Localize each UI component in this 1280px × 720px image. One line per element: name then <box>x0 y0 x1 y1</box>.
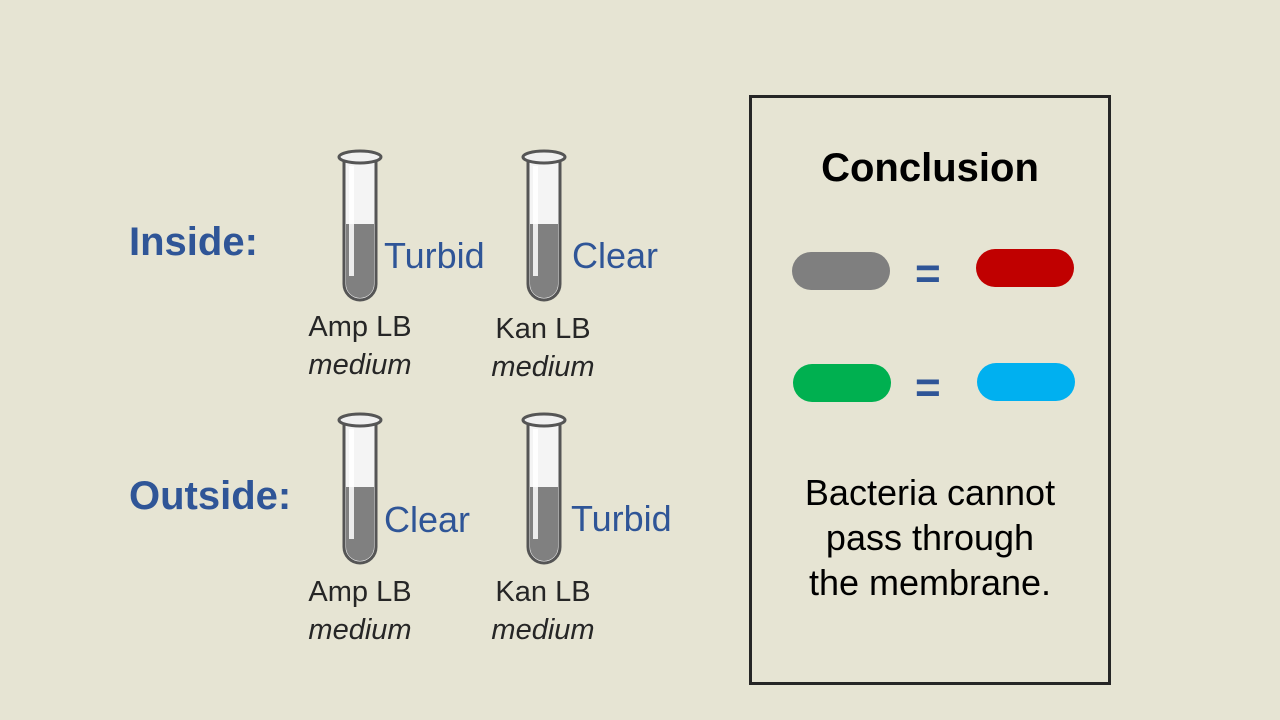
inside-label: Inside: <box>129 220 258 264</box>
test-tube-inside-kan <box>519 148 569 302</box>
result-inside-amp: Turbid <box>384 235 485 276</box>
equals-sign: = <box>915 363 941 412</box>
green-bacteria-pill <box>793 364 891 402</box>
equals-sign: = <box>915 249 941 298</box>
conclusion-statement: Bacteria cannot pass through the membran… <box>804 472 1056 603</box>
medium-label-inside-kan: Kan LB medium <box>491 313 595 383</box>
medium-label-outside-amp: Amp LB medium <box>308 576 412 646</box>
medium-label-inside-amp: Amp LB medium <box>308 311 412 381</box>
grey-bacteria-pill <box>792 252 890 290</box>
test-tube-inside-amp <box>335 148 385 302</box>
result-outside-kan: Turbid <box>571 498 672 539</box>
medium-label-outside-kan: Kan LB medium <box>491 576 595 646</box>
conclusion-box: Conclusion = = Bacteria cannot pass thro… <box>749 95 1111 685</box>
test-tube-outside-kan <box>519 411 569 565</box>
blue-bacteria-pill <box>977 363 1075 401</box>
outside-label: Outside: <box>129 474 292 518</box>
result-outside-amp: Clear <box>384 499 471 540</box>
conclusion-title: Conclusion <box>821 146 1039 190</box>
test-tube-outside-amp <box>335 411 385 565</box>
red-bacteria-pill <box>976 249 1074 287</box>
result-inside-kan: Clear <box>572 235 659 276</box>
